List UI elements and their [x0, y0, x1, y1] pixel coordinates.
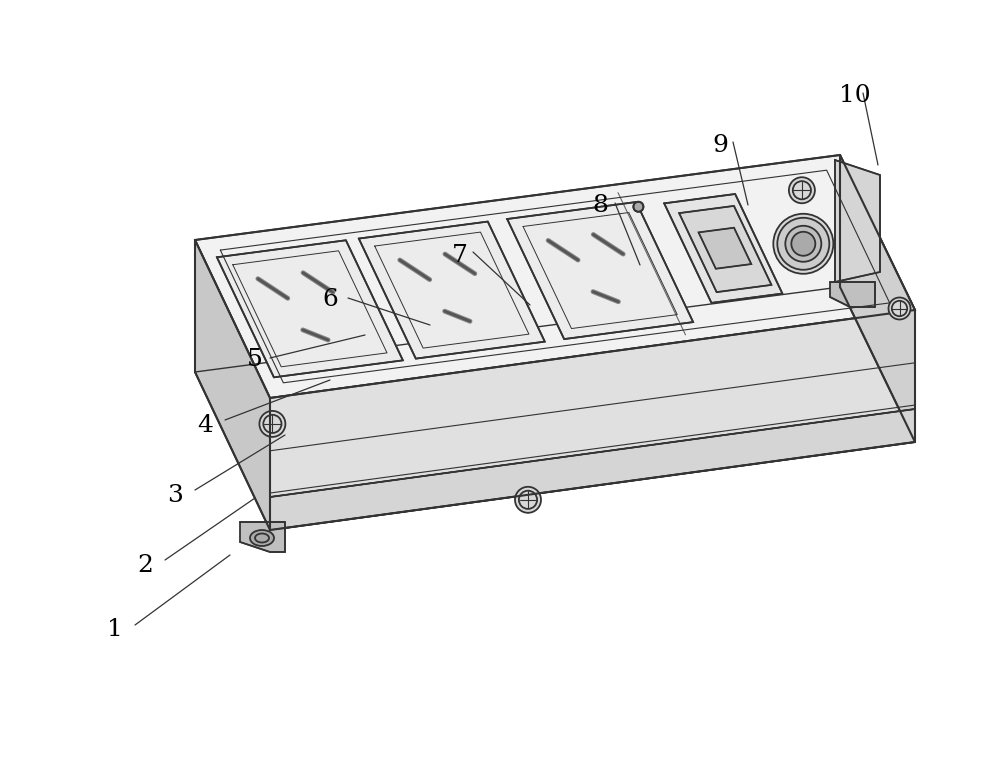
Polygon shape [195, 240, 270, 530]
Polygon shape [840, 155, 915, 442]
Text: 2: 2 [137, 554, 153, 576]
Circle shape [791, 232, 815, 256]
Text: 4: 4 [197, 413, 213, 437]
Text: 5: 5 [247, 349, 263, 371]
Text: 1: 1 [107, 619, 123, 641]
Polygon shape [507, 202, 693, 339]
Polygon shape [217, 240, 403, 378]
Text: 3: 3 [167, 484, 183, 506]
Text: 8: 8 [592, 193, 608, 217]
Polygon shape [835, 160, 880, 282]
Circle shape [259, 411, 285, 437]
Polygon shape [270, 409, 915, 530]
Circle shape [773, 214, 833, 274]
Ellipse shape [250, 530, 274, 546]
Polygon shape [699, 228, 751, 269]
Polygon shape [679, 206, 771, 292]
Polygon shape [270, 310, 915, 530]
Circle shape [633, 202, 643, 211]
Polygon shape [664, 194, 782, 303]
Polygon shape [359, 222, 545, 359]
Text: 10: 10 [839, 83, 871, 107]
Text: 7: 7 [452, 243, 468, 267]
Text: 9: 9 [712, 133, 728, 157]
Polygon shape [830, 282, 875, 307]
Circle shape [889, 297, 910, 320]
Circle shape [785, 225, 821, 262]
Polygon shape [240, 522, 285, 552]
Circle shape [777, 218, 829, 270]
Text: 6: 6 [322, 289, 338, 311]
Polygon shape [195, 155, 915, 398]
Circle shape [789, 177, 815, 204]
Circle shape [515, 487, 541, 512]
